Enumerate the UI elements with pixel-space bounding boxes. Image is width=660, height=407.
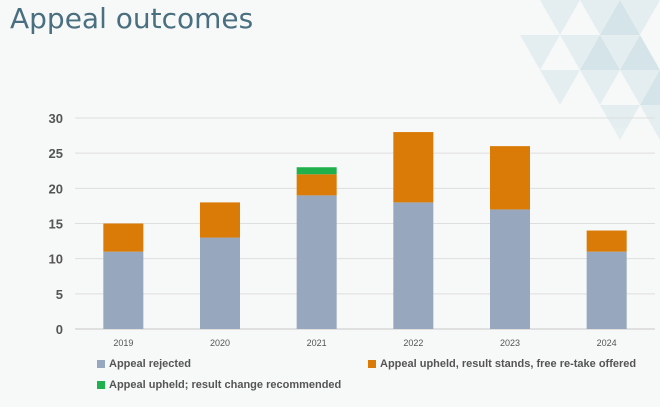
y-tick-label-10: 10 [49, 252, 63, 267]
x-tick-label-2024: 2024 [597, 338, 617, 348]
bar-appeal-upheld-result-change-recommended-2021 [296, 167, 337, 175]
bar-appeal-upheld-result-stands-free-re-take-offered-2023 [490, 146, 530, 210]
bar-appeal-rejected-2021 [296, 195, 337, 329]
bar-appeal-rejected-2019 [103, 251, 144, 329]
legend-label-upheld-change: Appeal upheld; result change recommended [109, 379, 342, 391]
x-tick-label-2023: 2023 [500, 338, 520, 348]
y-tick-label-0: 0 [56, 322, 63, 337]
bar-appeal-rejected-2024 [586, 251, 627, 329]
y-tick-label-30: 30 [49, 111, 63, 126]
legend-label-upheld-retake: Appeal upheld, result stands, free re-ta… [380, 358, 637, 370]
bar-appeal-upheld-result-stands-free-re-take-offered-2021 [296, 174, 337, 196]
bar-appeal-upheld-result-stands-free-re-take-offered-2020 [200, 202, 240, 238]
bar-appeal-upheld-result-stands-free-re-take-offered-2022 [393, 132, 434, 203]
bar-appeal-rejected-2023 [490, 209, 530, 329]
bar-appeal-rejected-2020 [200, 237, 240, 329]
x-tick-label-2022: 2022 [403, 338, 423, 348]
y-tick-label-5: 5 [56, 287, 63, 302]
x-tick-label-2021: 2021 [307, 338, 327, 348]
legend-item-appeal-rejected: Appeal rejected [97, 357, 191, 371]
legend-swatch-upheld-change [97, 381, 105, 389]
legend-item-upheld-retake: Appeal upheld, result stands, free re-ta… [368, 357, 636, 371]
legend-swatch-upheld-retake [368, 360, 376, 368]
y-tick-label-20: 20 [49, 181, 63, 196]
legend-item-upheld-change: Appeal upheld; result change recommended [97, 378, 341, 392]
bar-appeal-upheld-result-stands-free-re-take-offered-2024 [586, 230, 627, 252]
y-tick-label-15: 15 [49, 217, 63, 232]
bar-appeal-upheld-result-stands-free-re-take-offered-2019 [103, 223, 144, 252]
slide-title: Appeal outcomes [10, 2, 254, 35]
bar-appeal-rejected-2022 [393, 202, 434, 329]
x-tick-label-2020: 2020 [210, 338, 230, 348]
legend-label-appeal-rejected: Appeal rejected [109, 358, 191, 370]
y-tick-label-25: 25 [49, 146, 63, 161]
x-tick-label-2019: 2019 [113, 338, 133, 348]
legend-swatch-appeal-rejected [97, 360, 105, 368]
